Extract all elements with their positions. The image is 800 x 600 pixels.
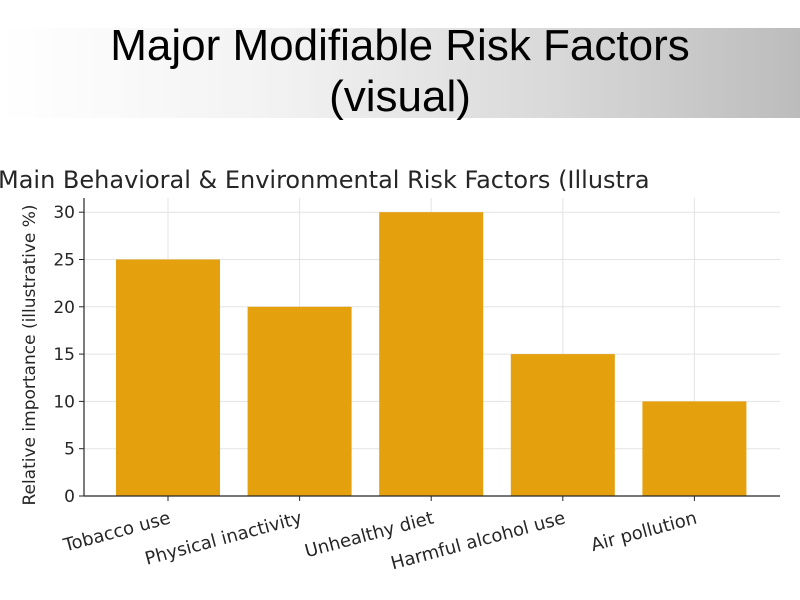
axis-layer: [79, 198, 780, 501]
chart-title: Main Behavioral & Environmental Risk Fac…: [0, 166, 650, 194]
slide-title: Major Modifiable Risk Factors (visual): [0, 20, 800, 122]
y-tick-label: 0: [64, 487, 75, 507]
y-tick-label: 15: [53, 345, 75, 365]
bar: [642, 401, 747, 496]
x-tick-label: Air pollution: [589, 508, 699, 556]
title-band: [0, 28, 800, 118]
bar-layer: [116, 212, 747, 496]
y-tick-label: 10: [53, 392, 75, 412]
y-axis-label: Relative importance (illustrative %): [20, 204, 40, 505]
y-tick-label: 25: [53, 250, 75, 270]
bar: [247, 306, 352, 496]
y-tick-label: 5: [64, 440, 75, 460]
y-tick-label: 30: [53, 203, 75, 223]
slide-title-line-2: (visual): [329, 72, 471, 121]
bar: [510, 354, 615, 496]
bar: [116, 259, 220, 496]
slide-title-line-1: Major Modifiable Risk Factors: [110, 21, 690, 70]
bar: [379, 212, 484, 496]
y-tick-label: 20: [53, 298, 75, 318]
